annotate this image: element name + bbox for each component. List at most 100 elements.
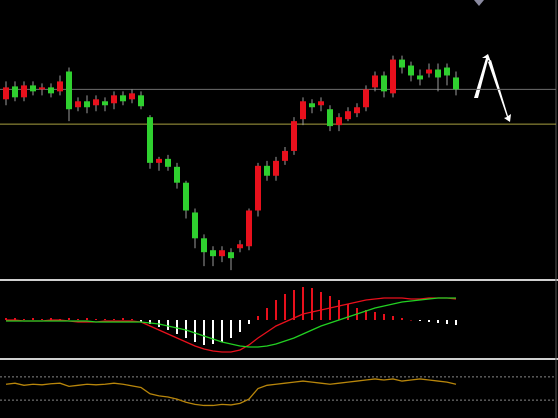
candle-body bbox=[399, 59, 405, 68]
candle-body bbox=[39, 87, 45, 90]
candle-body bbox=[255, 165, 261, 211]
candle-body bbox=[336, 117, 342, 126]
candle-body bbox=[300, 101, 306, 120]
candle-body bbox=[93, 99, 99, 106]
histogram-bar bbox=[113, 319, 115, 320]
candle-body bbox=[237, 244, 243, 249]
candle-body bbox=[273, 160, 279, 176]
candle-body bbox=[57, 81, 63, 92]
candle-body bbox=[84, 101, 90, 108]
candle-body bbox=[354, 107, 360, 114]
histogram-bar bbox=[131, 319, 133, 320]
histogram-bar bbox=[338, 300, 340, 320]
candle-body bbox=[120, 95, 126, 102]
histogram-bar bbox=[374, 312, 376, 320]
candle-body bbox=[318, 101, 324, 106]
histogram-bar bbox=[185, 320, 187, 338]
histogram-bar bbox=[212, 320, 214, 344]
candle-body bbox=[435, 69, 441, 78]
histogram-bar bbox=[320, 292, 322, 320]
candle-body bbox=[75, 101, 81, 108]
histogram-bar bbox=[347, 304, 349, 320]
histogram-bar bbox=[383, 314, 385, 320]
histogram-bar bbox=[230, 320, 232, 338]
histogram-bar bbox=[401, 318, 403, 320]
histogram-bar bbox=[311, 288, 313, 320]
histogram-bar bbox=[140, 320, 142, 322]
candle-body bbox=[201, 238, 207, 253]
candle-body bbox=[444, 67, 450, 76]
histogram-bar bbox=[221, 320, 223, 342]
histogram-bar bbox=[68, 318, 70, 320]
histogram-bar bbox=[419, 320, 421, 321]
candle-body bbox=[327, 109, 333, 127]
candle-body bbox=[147, 117, 153, 163]
histogram-bar bbox=[95, 319, 97, 320]
histogram-bar bbox=[293, 290, 295, 320]
candle-body bbox=[165, 158, 171, 167]
histogram-bar bbox=[203, 320, 205, 345]
candle-body bbox=[309, 103, 315, 108]
arrow-down bbox=[488, 60, 511, 122]
candle-body bbox=[246, 210, 252, 247]
histogram-bar bbox=[14, 318, 16, 320]
histogram-bar bbox=[248, 320, 250, 324]
candle-body bbox=[264, 165, 270, 176]
histogram-bar bbox=[365, 310, 367, 320]
histogram-bar bbox=[392, 316, 394, 320]
histogram-bar bbox=[437, 320, 439, 323]
histogram-bar bbox=[239, 320, 241, 332]
candle-body bbox=[372, 75, 378, 88]
histogram-bar bbox=[266, 308, 268, 320]
histogram-bar bbox=[167, 320, 169, 330]
candle-body bbox=[21, 85, 27, 98]
candle-body bbox=[426, 69, 432, 74]
candle-body bbox=[30, 85, 36, 92]
candle-body bbox=[138, 95, 144, 107]
candle-body bbox=[390, 59, 396, 94]
candle-body bbox=[48, 87, 54, 94]
histogram-bar bbox=[284, 294, 286, 320]
histogram-bar bbox=[104, 319, 106, 320]
histogram-bar bbox=[194, 320, 196, 342]
candle-body bbox=[381, 75, 387, 92]
candle-body bbox=[282, 150, 288, 161]
histogram-bar bbox=[86, 318, 88, 320]
histogram-bar bbox=[176, 320, 178, 334]
histogram-bar bbox=[122, 318, 124, 320]
candle-body bbox=[129, 93, 135, 100]
histogram-bar bbox=[5, 318, 7, 320]
histogram-bar bbox=[455, 320, 457, 325]
candle-body bbox=[156, 158, 162, 163]
candle-body bbox=[174, 166, 180, 183]
histogram-bar bbox=[410, 320, 412, 321]
candle-body bbox=[219, 250, 225, 257]
candle-body bbox=[228, 252, 234, 259]
candle-body bbox=[291, 121, 297, 151]
indicator-line bbox=[6, 297, 456, 348]
histogram-bar bbox=[446, 320, 448, 324]
histogram-bar bbox=[77, 319, 79, 320]
candle-body bbox=[408, 65, 414, 76]
histogram-bar bbox=[302, 287, 304, 320]
candle-body bbox=[111, 95, 117, 104]
trend-arrows bbox=[474, 54, 511, 122]
candle-body bbox=[183, 182, 189, 211]
histogram-bar bbox=[275, 300, 277, 320]
histogram-bar bbox=[50, 318, 52, 320]
scroll-marker bbox=[474, 0, 484, 6]
indicator-line bbox=[6, 297, 457, 353]
candle-body bbox=[345, 111, 351, 120]
histogram-bar bbox=[257, 316, 259, 320]
candle-body bbox=[453, 77, 459, 90]
histogram-bar bbox=[32, 318, 34, 320]
candle-body bbox=[102, 101, 108, 106]
histogram-bar bbox=[428, 320, 430, 322]
histogram-bar bbox=[149, 320, 151, 324]
candle-body bbox=[192, 212, 198, 239]
candle-body bbox=[210, 250, 216, 257]
histogram-bar bbox=[23, 319, 25, 320]
arrow-up bbox=[474, 54, 491, 98]
